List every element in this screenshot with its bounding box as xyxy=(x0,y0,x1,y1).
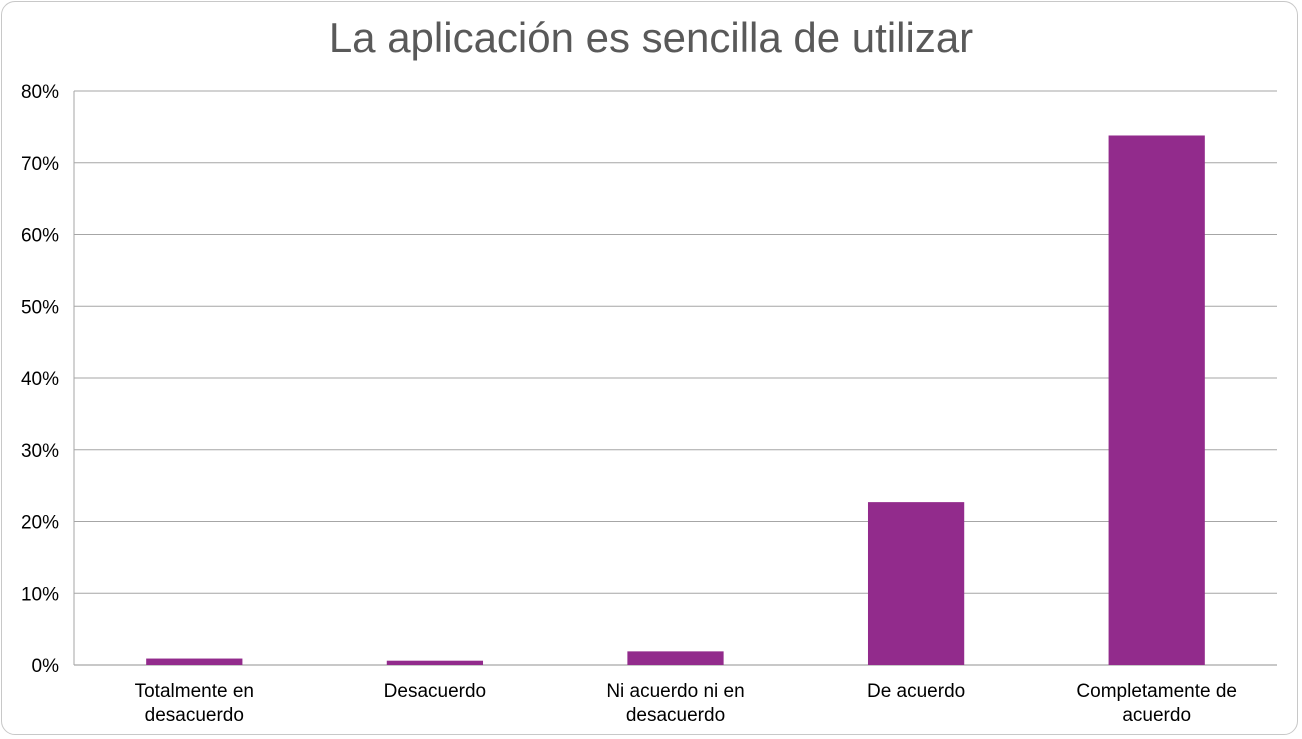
x-category-label: desacuerdo xyxy=(626,705,725,726)
chart-title: La aplicación es sencilla de utilizar xyxy=(328,14,974,61)
bar xyxy=(867,502,965,665)
x-category-label: Completamente de xyxy=(1076,681,1237,702)
y-tick-label: 60% xyxy=(21,226,59,247)
y-tick-label: 80% xyxy=(21,82,59,103)
y-axis-ticks: 0% 10% 20% 30% 40% 50% 60% 70% 80% xyxy=(21,82,59,677)
bar xyxy=(1108,135,1205,666)
gridlines xyxy=(73,90,1277,666)
bar xyxy=(146,658,243,665)
y-tick-label: 10% xyxy=(21,584,59,605)
y-tick-label: 40% xyxy=(21,369,59,390)
x-category-label: Totalmente en xyxy=(135,681,254,702)
bar xyxy=(627,651,724,665)
x-category-label: Desacuerdo xyxy=(384,681,486,702)
y-tick-label: 50% xyxy=(21,297,59,318)
y-tick-label: 30% xyxy=(21,441,59,462)
y-tick-label: 70% xyxy=(21,154,59,175)
y-tick-label: 20% xyxy=(21,513,59,534)
x-category-label: acuerdo xyxy=(1122,705,1191,726)
bars xyxy=(146,135,1205,666)
x-category-label: Ni acuerdo ni en xyxy=(606,681,744,702)
x-axis-categories: Totalmente en desacuerdo Desacuerdo Ni acue… xyxy=(135,681,1237,726)
x-category-label: De acuerdo xyxy=(867,681,965,702)
x-category-label: desacuerdo xyxy=(145,705,244,726)
bar xyxy=(386,660,484,665)
y-tick-label: 0% xyxy=(32,656,60,677)
